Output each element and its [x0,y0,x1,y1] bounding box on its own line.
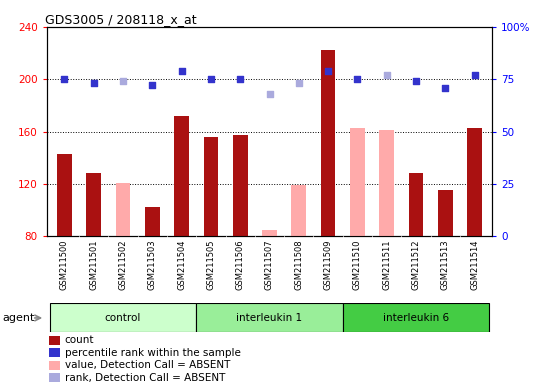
Bar [321,50,336,236]
Bar [196,303,343,332]
Bar [57,154,72,236]
Bar [174,116,189,236]
Text: GSM211504: GSM211504 [177,240,186,290]
Point [148,83,157,89]
Point [353,76,362,82]
Bar [49,373,60,382]
Point [206,76,215,82]
Bar [438,190,453,236]
Bar [50,303,196,332]
Bar [468,127,482,236]
Bar [116,182,130,236]
Bar [262,230,277,236]
Point [324,68,333,74]
Text: interleukin 6: interleukin 6 [383,313,449,323]
Text: agent: agent [3,313,35,323]
Text: GSM211509: GSM211509 [323,240,333,290]
Bar [233,136,248,236]
Point [89,80,98,86]
Point [60,76,69,82]
Point [119,78,128,84]
Bar [49,361,60,369]
Text: GSM211514: GSM211514 [470,240,479,290]
Text: GSM211503: GSM211503 [148,240,157,290]
Text: GSM211507: GSM211507 [265,240,274,290]
Point [294,80,303,86]
Text: GSM211511: GSM211511 [382,240,391,290]
Bar [204,137,218,236]
Point [265,91,274,97]
Point [177,68,186,74]
Text: GSM211513: GSM211513 [441,240,450,290]
Text: GSM211506: GSM211506 [236,240,245,290]
Point [236,76,245,82]
Point [470,72,479,78]
Bar [379,130,394,236]
Text: GSM211500: GSM211500 [60,240,69,290]
Bar [145,207,160,236]
Bar [49,336,60,344]
Text: control: control [104,313,141,323]
Bar [343,303,490,332]
Bar [350,127,365,236]
Text: rank, Detection Call = ABSENT: rank, Detection Call = ABSENT [64,372,225,382]
Text: interleukin 1: interleukin 1 [236,313,302,323]
Text: GSM211510: GSM211510 [353,240,362,290]
Point [411,78,420,84]
Text: GSM211501: GSM211501 [89,240,98,290]
Text: percentile rank within the sample: percentile rank within the sample [64,348,240,358]
Text: GDS3005 / 208118_x_at: GDS3005 / 208118_x_at [45,13,196,26]
Bar [86,174,101,236]
Text: value, Detection Call = ABSENT: value, Detection Call = ABSENT [64,360,230,370]
Point [441,84,450,91]
Text: GSM211508: GSM211508 [294,240,303,290]
Text: count: count [64,335,94,345]
Bar [292,185,306,236]
Bar [409,174,424,236]
Text: GSM211502: GSM211502 [118,240,128,290]
Bar [49,348,60,357]
Text: GSM211512: GSM211512 [411,240,421,290]
Point [382,72,391,78]
Text: GSM211505: GSM211505 [206,240,216,290]
